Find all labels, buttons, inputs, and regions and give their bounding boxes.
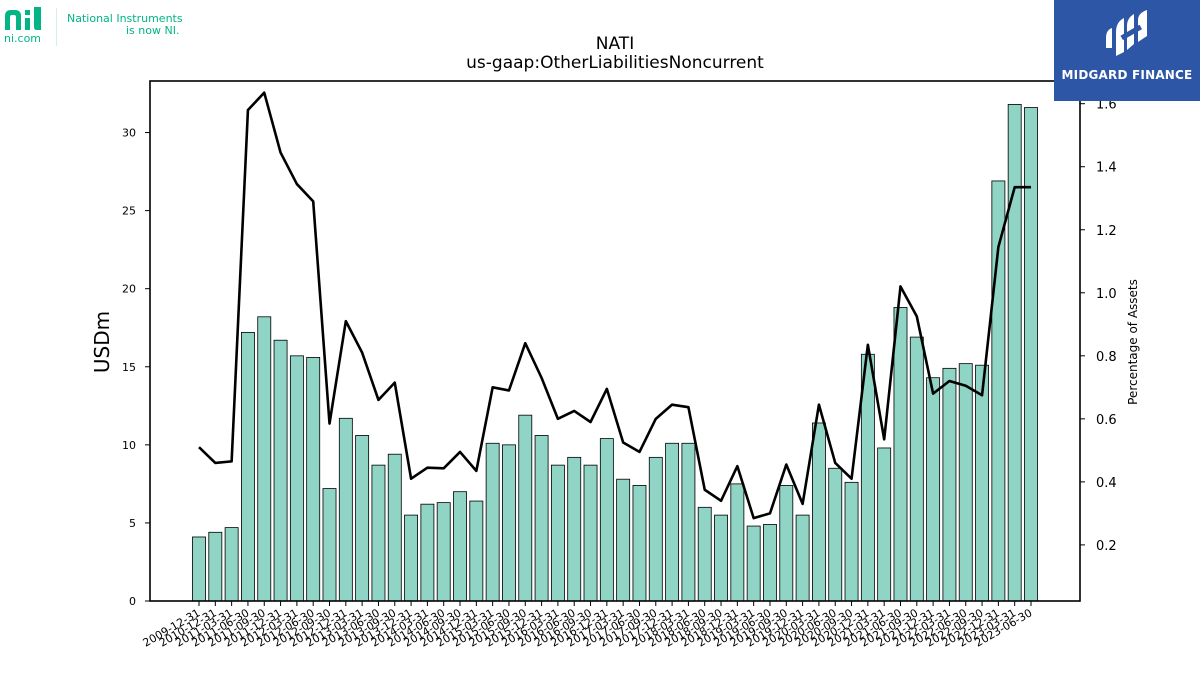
bar <box>795 514 810 602</box>
midgard-logo-icon <box>1106 10 1147 56</box>
bar <box>453 491 467 602</box>
bar <box>648 456 663 602</box>
y-tick-label: 25 <box>122 205 136 218</box>
bar <box>632 485 647 602</box>
y-tick-label: 10 <box>122 439 136 452</box>
bar <box>485 442 500 602</box>
bar <box>404 514 418 602</box>
y2-tick-label: 0.8 <box>1096 350 1117 365</box>
y2-axis-ticks: 0.2 0.4 0.6 0.8 1.0 1.2 1.4 1.6 <box>1080 98 1117 554</box>
bar <box>534 435 549 602</box>
bar <box>877 447 892 602</box>
bar <box>779 485 794 602</box>
bar <box>763 524 777 602</box>
bar <box>273 339 288 602</box>
y-tick-label: 5 <box>129 517 136 530</box>
logo-url-text: ni.com <box>4 32 42 45</box>
bar <box>583 464 598 602</box>
y2-axis-label: Percentage of Assets <box>1126 279 1140 405</box>
bar <box>355 435 370 602</box>
bar <box>550 464 565 602</box>
bar <box>420 503 435 602</box>
line-series <box>198 91 1031 520</box>
y2-tick-label: 0.6 <box>1096 413 1117 428</box>
line-series-group <box>198 91 1031 520</box>
ni-logo-mark <box>5 7 41 30</box>
bar <box>926 377 941 602</box>
bar <box>322 488 337 602</box>
bar <box>224 527 239 602</box>
bar <box>893 307 908 602</box>
bar <box>518 414 533 602</box>
bar <box>909 336 924 602</box>
bar <box>241 332 255 602</box>
plot-frame <box>149 80 1081 602</box>
logo-tagline-line1: National Instruments <box>67 12 183 25</box>
y2-tick-label: 1.0 <box>1096 287 1117 302</box>
y2-tick-label: 1.4 <box>1096 161 1117 176</box>
bar <box>469 500 484 602</box>
bar <box>338 417 353 602</box>
brand-name: MIDGARD FINANCE <box>1061 68 1193 82</box>
bar <box>812 422 826 602</box>
bar <box>567 456 582 602</box>
y-tick-label: 15 <box>122 361 136 374</box>
x-axis-ticks: 2009-12-312010-12-312011-03-312011-06-30… <box>141 601 1035 650</box>
y2-tick-label: 0.2 <box>1096 539 1117 554</box>
bar <box>1024 107 1038 602</box>
bar <box>616 478 631 602</box>
chart-subtitle: us-gaap:OtherLiabilitiesNoncurrent <box>466 53 764 73</box>
bar <box>599 438 614 602</box>
chart-title: NATI <box>596 34 634 54</box>
bar <box>942 367 957 602</box>
y-axis-ticks: 0 5 10 15 20 25 30 <box>122 127 150 608</box>
y2-tick-label: 0.4 <box>1096 476 1117 491</box>
bar <box>306 356 321 602</box>
bar <box>665 442 680 602</box>
bar <box>958 363 973 602</box>
bar <box>387 453 402 602</box>
y-tick-label: 0 <box>129 595 136 608</box>
bar <box>844 481 859 602</box>
bar <box>697 506 712 602</box>
bar <box>828 467 843 602</box>
ni-logo[interactable]: ni.com National Instruments is now NI. <box>4 6 184 46</box>
y2-tick-label: 1.6 <box>1096 98 1117 113</box>
bar <box>502 444 516 602</box>
midgard-finance-logo[interactable]: MIDGARD FINANCE <box>1054 0 1200 101</box>
y-tick-label: 20 <box>122 283 136 296</box>
bar-series <box>192 104 1038 602</box>
bar <box>746 525 761 602</box>
y-axis-label: USDm <box>90 311 114 373</box>
bar <box>975 364 989 602</box>
y-tick-label: 30 <box>122 127 136 140</box>
bar <box>681 442 696 602</box>
bar <box>1007 104 1022 602</box>
bar <box>257 316 272 602</box>
logo-tagline-line2: is now NI. <box>126 24 180 37</box>
bar <box>436 502 451 602</box>
bar <box>208 531 223 602</box>
bar <box>371 464 386 602</box>
bar <box>192 536 206 602</box>
bar <box>730 483 745 602</box>
bar <box>714 514 728 602</box>
y2-tick-label: 1.2 <box>1096 224 1117 239</box>
bar <box>289 355 304 602</box>
logo-divider <box>56 8 57 46</box>
